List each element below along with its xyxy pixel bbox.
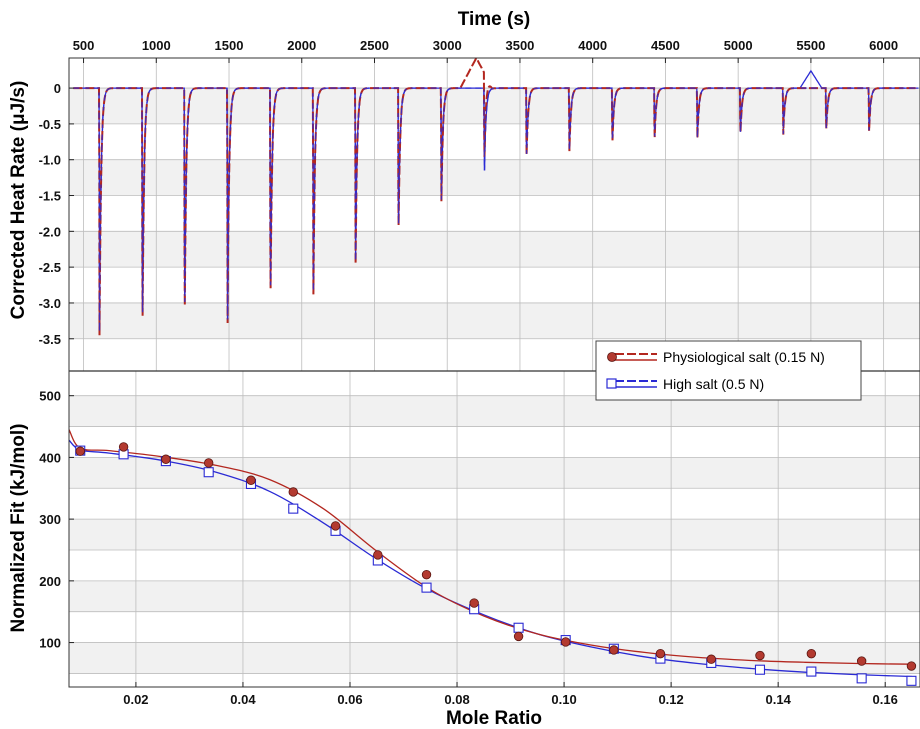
normalized-fit-tick-label: 400 [39, 450, 61, 465]
legend-label-physiological: Physiological salt (0.15 N) [663, 349, 825, 365]
heat-rate-tick-label: -3.5 [39, 332, 61, 347]
time-tick-label: 1500 [215, 38, 244, 53]
normalized-fit-tick-label: 500 [39, 389, 61, 404]
time-tick-label: 1000 [142, 38, 171, 53]
top-band [69, 88, 920, 124]
data-point-high-salt [906, 675, 917, 686]
mole-ratio-tick-label: 0.16 [873, 692, 898, 707]
normalized-fit-tick-label: 300 [39, 512, 61, 527]
data-point-physiological [373, 550, 383, 560]
mole-ratio-tick-label: 0.14 [766, 692, 792, 707]
time-tick-label: 4500 [651, 38, 680, 53]
data-point-physiological [118, 442, 129, 452]
data-point-physiological [421, 569, 432, 580]
normalized-fit-tick-label: 200 [39, 574, 61, 589]
time-tick-label: 3000 [433, 38, 462, 53]
data-point-high-salt [513, 622, 524, 633]
top-band [69, 231, 920, 268]
plot-frame [68, 57, 920, 688]
time-tick-label: 2000 [287, 38, 316, 53]
top-band [69, 302, 920, 339]
heat-rate-tick-label: 0 [54, 81, 61, 96]
time-axis-title: Time (s) [458, 9, 531, 30]
bottom-panel-series [68, 429, 917, 686]
time-tick-label: 500 [73, 38, 95, 53]
mole-ratio-tick-label: 0.08 [444, 692, 469, 707]
top-band [69, 159, 920, 196]
heat-rate-tick-label: -1.0 [39, 153, 61, 168]
data-point-physiological [755, 650, 765, 661]
data-point-physiological [655, 648, 666, 659]
legend-entry-high-salt[interactable]: High salt (0.5 N) [606, 376, 764, 392]
data-point-physiological [609, 645, 619, 655]
legend[interactable]: Physiological salt (0.15 N) High salt (0… [595, 340, 862, 401]
mole-ratio-axis-title: Mole Ratio [446, 708, 542, 729]
data-point-physiological [513, 631, 524, 642]
bottom-panel-bands [69, 395, 920, 674]
heat-rate-tick-label: -2.5 [39, 260, 61, 275]
time-tick-label: 6000 [869, 38, 898, 53]
data-point-physiological [75, 446, 85, 456]
bottom-band [69, 642, 920, 674]
bottom-panel-ticks: 0.02 0.04 0.06 0.08 0.10 0.12 0.14 0.16 100 200 30… [39, 389, 898, 707]
data-point-high-salt [203, 467, 214, 478]
data-point-high-salt [856, 673, 867, 684]
data-point-high-salt [421, 582, 432, 593]
heat-rate-tick-label: -2.0 [39, 224, 61, 239]
data-point-physiological [856, 656, 867, 666]
legend-square-marker-icon [606, 378, 617, 389]
mole-ratio-tick-label: 0.06 [337, 692, 362, 707]
data-point-high-salt [754, 664, 766, 675]
data-point-physiological [706, 654, 716, 664]
mole-ratio-tick-label: 0.04 [230, 692, 256, 707]
data-point-physiological [246, 475, 256, 485]
legend-box [595, 340, 862, 401]
heat-rate-tick-label: -3.0 [39, 296, 61, 311]
bottom-panel-grid [69, 371, 920, 687]
normalized-fit-tick-label: 100 [39, 636, 61, 651]
legend-entry-physiological[interactable]: Physiological salt (0.15 N) [607, 349, 825, 365]
top-panel-traces [73, 56, 919, 336]
legend-label-high-salt: High salt (0.5 N) [663, 376, 764, 392]
top-panel-ticks: 500 1000 1500 2000 2500 3000 3500 4000 4500 5000 5… [39, 38, 898, 347]
time-tick-label: 5500 [796, 38, 825, 53]
legend-circle-marker-icon [607, 352, 617, 362]
fit-line-physiological [68, 429, 913, 665]
heat-rate-tick-label: -0.5 [39, 117, 61, 132]
data-point-physiological [330, 521, 341, 531]
data-point-high-salt [288, 503, 299, 514]
time-tick-label: 2500 [360, 38, 389, 53]
data-point-physiological [161, 454, 171, 464]
bottom-band [69, 519, 920, 550]
time-tick-label: 3500 [505, 38, 534, 53]
data-point-physiological [288, 487, 298, 497]
bottom-band [69, 580, 920, 612]
mole-ratio-tick-label: 0.10 [551, 692, 576, 707]
mole-ratio-tick-label: 0.12 [658, 692, 683, 707]
top-panel-bands [69, 88, 920, 339]
data-point-physiological [203, 458, 214, 468]
trace-high-salt-dashed [73, 87, 919, 332]
data-point-high-salt [806, 666, 817, 677]
data-point-physiological [469, 598, 479, 608]
time-tick-label: 4000 [578, 38, 607, 53]
heat-rate-tick-label: -1.5 [39, 189, 61, 204]
heat-rate-axis-title: Corrected Heat Rate (μJ/s) [8, 81, 29, 320]
normalized-fit-axis-title: Normalized Fit (kJ/mol) [8, 423, 29, 632]
mole-ratio-tick-label: 0.02 [123, 692, 148, 707]
data-point-physiological [906, 661, 917, 671]
time-tick-label: 5000 [724, 38, 753, 53]
data-point-physiological [806, 648, 817, 659]
data-point-physiological [560, 637, 571, 647]
